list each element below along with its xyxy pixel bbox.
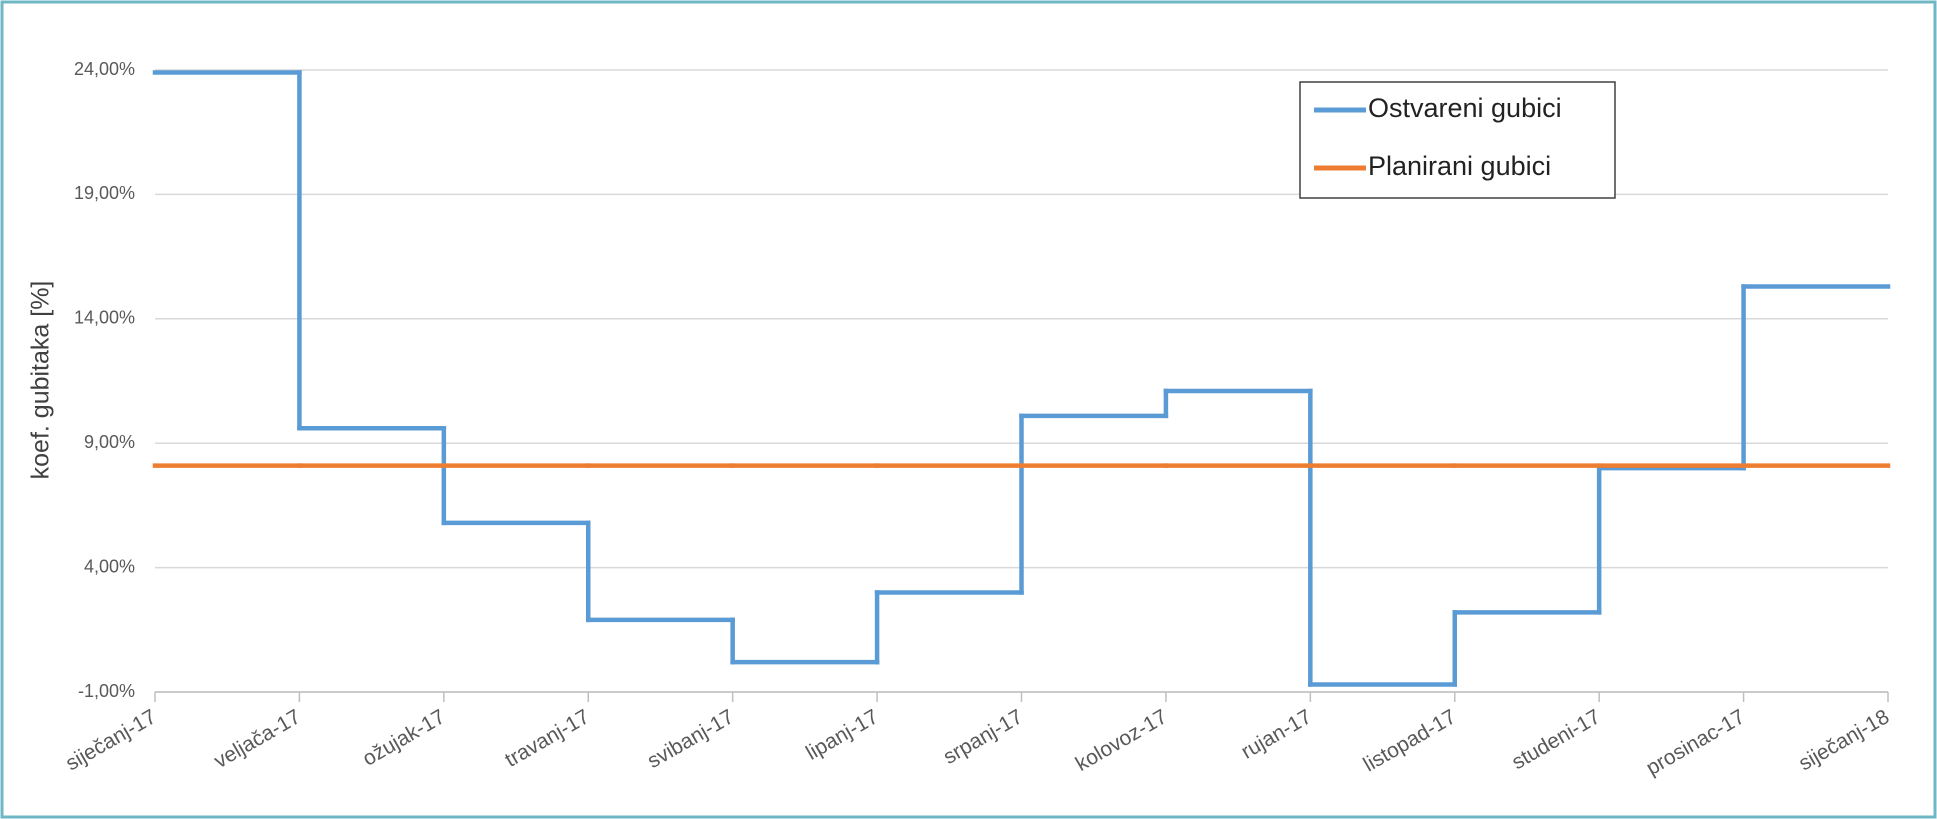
y-tick-label: 4,00% [84,556,135,576]
legend-label: Planirani gubici [1368,151,1551,181]
y-tick-label: 24,00% [74,59,135,79]
y-tick-label: 9,00% [84,432,135,452]
legend-label: Ostvareni gubici [1368,93,1562,123]
y-tick-label: 14,00% [74,308,135,328]
y-axis-title: koef. gubitaka [%] [27,281,55,480]
y-tick-label: 19,00% [74,183,135,203]
y-tick-label: -1,00% [78,681,135,701]
legend-box [1299,81,1616,199]
